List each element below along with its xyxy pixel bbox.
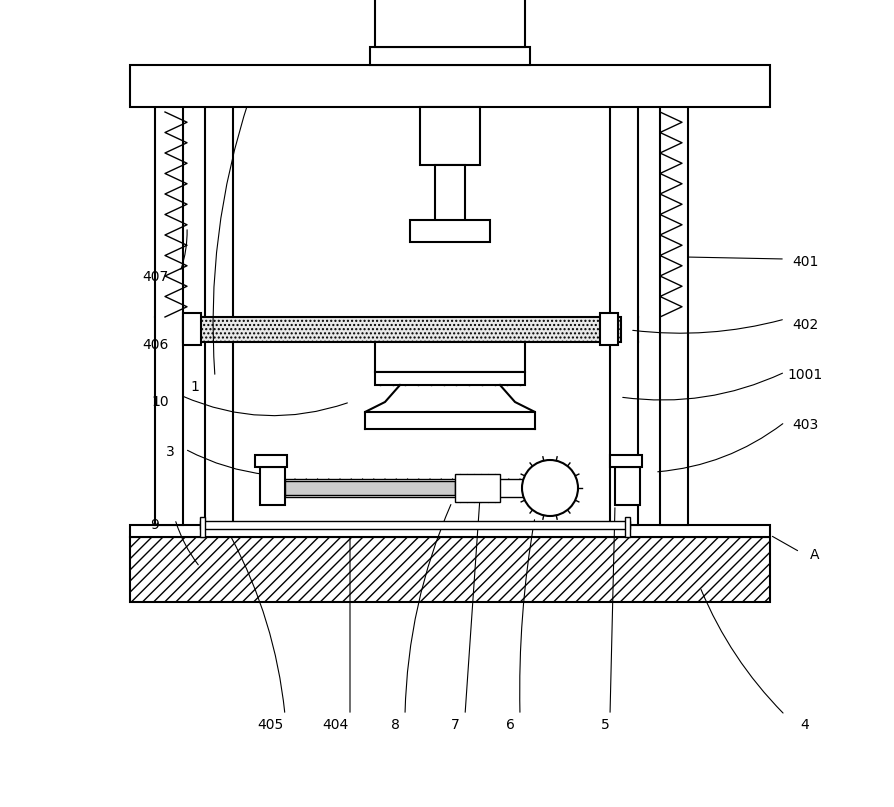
Bar bbox=[375, 342, 525, 372]
Text: 402: 402 bbox=[792, 318, 818, 332]
Text: 404: 404 bbox=[322, 718, 348, 732]
Text: 1: 1 bbox=[190, 380, 199, 394]
Text: 2: 2 bbox=[466, 45, 475, 59]
Bar bbox=[410, 220, 490, 242]
Bar bbox=[420, 107, 480, 165]
Bar bbox=[130, 537, 770, 602]
Bar bbox=[183, 317, 621, 342]
Bar bbox=[183, 313, 201, 345]
Text: 5: 5 bbox=[601, 718, 610, 732]
Text: 407: 407 bbox=[142, 270, 168, 284]
Text: 7: 7 bbox=[451, 718, 460, 732]
Text: A: A bbox=[810, 548, 820, 562]
Bar bbox=[200, 521, 630, 529]
Text: 1001: 1001 bbox=[788, 368, 822, 382]
Bar bbox=[255, 455, 287, 467]
Bar bbox=[285, 481, 455, 495]
Bar bbox=[200, 517, 205, 537]
Bar bbox=[205, 105, 233, 525]
Bar bbox=[375, 0, 525, 47]
Bar bbox=[455, 474, 500, 502]
Bar bbox=[155, 105, 183, 525]
Text: 10: 10 bbox=[151, 395, 169, 409]
Bar bbox=[625, 517, 630, 537]
Bar bbox=[370, 47, 530, 65]
Bar bbox=[130, 65, 770, 107]
Text: 3: 3 bbox=[165, 445, 174, 459]
Bar bbox=[660, 105, 688, 525]
Text: 6: 6 bbox=[506, 718, 514, 732]
Bar bbox=[600, 313, 618, 345]
Bar bbox=[260, 467, 285, 505]
Bar bbox=[610, 105, 638, 525]
Bar bbox=[435, 165, 465, 222]
Circle shape bbox=[522, 460, 578, 516]
Bar bbox=[285, 479, 565, 497]
Text: 8: 8 bbox=[391, 718, 400, 732]
Text: 405: 405 bbox=[257, 718, 283, 732]
Bar bbox=[610, 455, 642, 467]
Text: 401: 401 bbox=[792, 255, 818, 269]
Text: 9: 9 bbox=[150, 518, 159, 532]
Bar bbox=[615, 467, 640, 505]
Text: 403: 403 bbox=[792, 418, 818, 432]
Text: 406: 406 bbox=[142, 338, 168, 352]
Bar bbox=[375, 372, 525, 385]
Text: 4: 4 bbox=[801, 718, 809, 732]
Bar bbox=[130, 525, 770, 537]
